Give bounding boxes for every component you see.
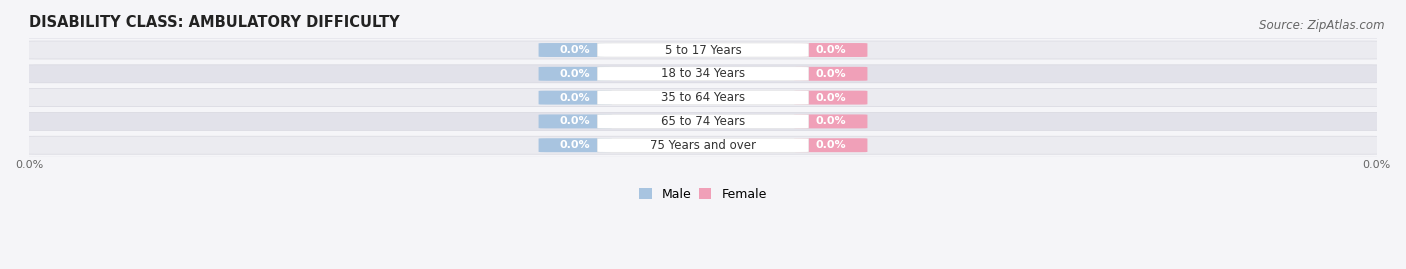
FancyBboxPatch shape xyxy=(794,114,868,128)
FancyBboxPatch shape xyxy=(24,112,1382,130)
Text: 0.0%: 0.0% xyxy=(815,69,846,79)
FancyBboxPatch shape xyxy=(24,136,1382,154)
FancyBboxPatch shape xyxy=(538,91,612,105)
FancyBboxPatch shape xyxy=(794,67,868,81)
FancyBboxPatch shape xyxy=(598,67,808,81)
Text: 0.0%: 0.0% xyxy=(560,69,591,79)
FancyBboxPatch shape xyxy=(24,41,1382,59)
Text: 0.0%: 0.0% xyxy=(560,93,591,102)
Text: Source: ZipAtlas.com: Source: ZipAtlas.com xyxy=(1260,19,1385,32)
FancyBboxPatch shape xyxy=(24,65,1382,83)
Text: 75 Years and over: 75 Years and over xyxy=(650,139,756,152)
FancyBboxPatch shape xyxy=(538,67,612,81)
Text: 0.0%: 0.0% xyxy=(815,93,846,102)
Text: 35 to 64 Years: 35 to 64 Years xyxy=(661,91,745,104)
Text: 65 to 74 Years: 65 to 74 Years xyxy=(661,115,745,128)
FancyBboxPatch shape xyxy=(598,91,808,105)
Text: 0.0%: 0.0% xyxy=(560,45,591,55)
FancyBboxPatch shape xyxy=(794,138,868,152)
FancyBboxPatch shape xyxy=(538,43,612,57)
FancyBboxPatch shape xyxy=(598,138,808,152)
Text: 5 to 17 Years: 5 to 17 Years xyxy=(665,44,741,56)
FancyBboxPatch shape xyxy=(598,43,808,57)
FancyBboxPatch shape xyxy=(538,114,612,128)
FancyBboxPatch shape xyxy=(538,138,612,152)
Text: 0.0%: 0.0% xyxy=(815,140,846,150)
Text: 0.0%: 0.0% xyxy=(560,140,591,150)
FancyBboxPatch shape xyxy=(794,91,868,105)
Text: 0.0%: 0.0% xyxy=(815,116,846,126)
Text: DISABILITY CLASS: AMBULATORY DIFFICULTY: DISABILITY CLASS: AMBULATORY DIFFICULTY xyxy=(30,15,399,30)
FancyBboxPatch shape xyxy=(598,114,808,128)
Text: 0.0%: 0.0% xyxy=(560,116,591,126)
FancyBboxPatch shape xyxy=(24,89,1382,107)
Text: 18 to 34 Years: 18 to 34 Years xyxy=(661,67,745,80)
Legend: Male, Female: Male, Female xyxy=(640,188,766,201)
Text: 0.0%: 0.0% xyxy=(815,45,846,55)
FancyBboxPatch shape xyxy=(794,43,868,57)
